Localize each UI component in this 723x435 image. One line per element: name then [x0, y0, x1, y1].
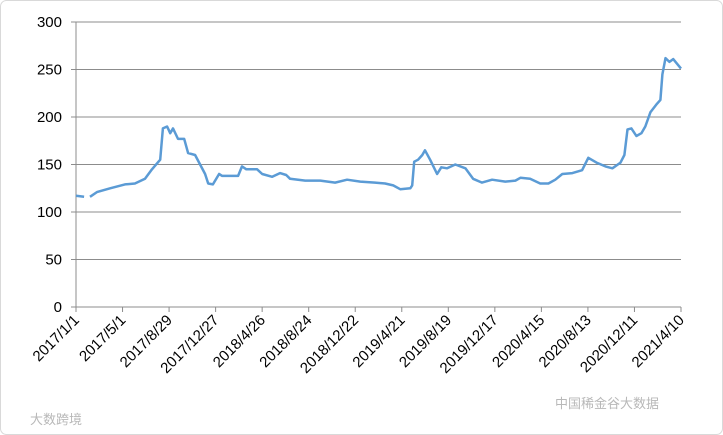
- y-tick-label: 250: [37, 62, 62, 79]
- y-tick-label: 50: [45, 252, 62, 269]
- watermark: 中国稀金谷大数据: [555, 396, 659, 411]
- y-tick-label: 300: [37, 14, 62, 31]
- y-tick-label: 150: [37, 157, 62, 174]
- series-line: [75, 56, 682, 199]
- y-tick-label: 200: [37, 109, 62, 126]
- watermark: 大数跨境: [30, 412, 82, 427]
- y-tick-label: 100: [37, 204, 62, 221]
- y-tick-label: 0: [54, 299, 62, 316]
